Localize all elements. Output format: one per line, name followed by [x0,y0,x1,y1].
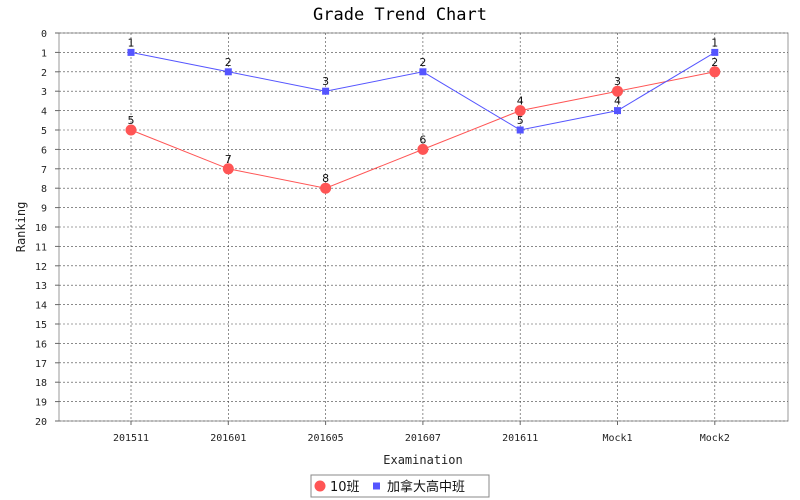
data-label: 2 [711,56,718,69]
data-point [127,48,135,56]
y-tick-label: 7 [41,165,47,176]
y-tick-label: 17 [35,359,47,370]
data-point [224,68,232,76]
data-label: 1 [128,36,135,49]
series-layer: 5 7 8 6 4 3 2 1 2 3 2 5 4 1 [125,36,721,194]
y-tick-label: 13 [35,281,47,292]
x-axis-label: Examination [383,453,462,467]
y-tick-label: 8 [41,184,47,195]
y-tick-label: 0 [41,29,47,40]
y-tick-label: 20 [35,417,47,428]
x-tick-label: 201511 [113,433,149,444]
grid-lines [59,32,788,422]
chart-title: Grade Trend Chart [313,5,487,25]
y-tick-label: 14 [35,301,47,312]
y-tick-label: 6 [41,145,47,156]
y-tick-label: 1 [41,48,47,59]
data-point [322,87,330,95]
y-tick-label: 2 [41,68,47,79]
data-label: 3 [322,75,329,88]
y-tick-label: 10 [35,223,47,234]
y-tick-label: 18 [35,378,47,389]
data-label: 4 [517,95,524,108]
data-point [514,105,526,117]
x-tick-label: Mock1 [602,433,632,444]
y-tick-label: 9 [41,204,47,215]
data-point [516,126,524,134]
y-tick-label: 4 [41,107,47,118]
data-point [222,163,234,175]
data-label: 4 [614,95,621,108]
data-point [125,124,137,136]
data-label: 2 [419,56,426,69]
legend-label-2: 加拿大高中班 [387,479,465,495]
legend-marker-1 [314,480,326,492]
x-tick-label: 201607 [405,433,441,444]
x-tick-label: 201601 [210,433,246,444]
legend-marker-2 [373,482,380,490]
legend: 10班 加拿大高中班 [310,474,490,498]
data-label: 1 [711,36,718,49]
data-label: 3 [614,75,621,88]
data-label: 5 [517,114,524,127]
data-point [711,48,719,56]
y-tick-label: 5 [41,126,47,137]
data-label: 7 [225,153,232,166]
y-tick-label: 16 [35,339,47,350]
data-label: 2 [225,56,232,69]
x-tick-label: Mock2 [700,433,730,444]
y-tick-label: 11 [35,242,47,253]
data-point [320,182,332,194]
data-label: 8 [322,172,329,185]
data-point [614,107,621,115]
legend-box [310,474,490,498]
data-label: 5 [128,114,135,127]
x-tick-label: 201605 [308,433,344,444]
data-label: 6 [419,133,426,146]
y-axis-label: Ranking [14,202,28,253]
legend-label-1: 10班 [330,480,360,495]
y-tick-label: 19 [35,398,47,409]
data-point [612,85,623,97]
data-point [419,68,427,76]
x-axis-ticks: 201511 201601 201605 201607 201611 Mock1 Mock2 [113,421,730,444]
y-tick-label: 3 [41,87,47,98]
y-tick-label: 12 [35,262,47,273]
data-point [417,143,429,155]
x-tick-label: 201611 [502,433,538,444]
y-tick-label: 15 [35,320,47,331]
data-point [709,66,721,78]
